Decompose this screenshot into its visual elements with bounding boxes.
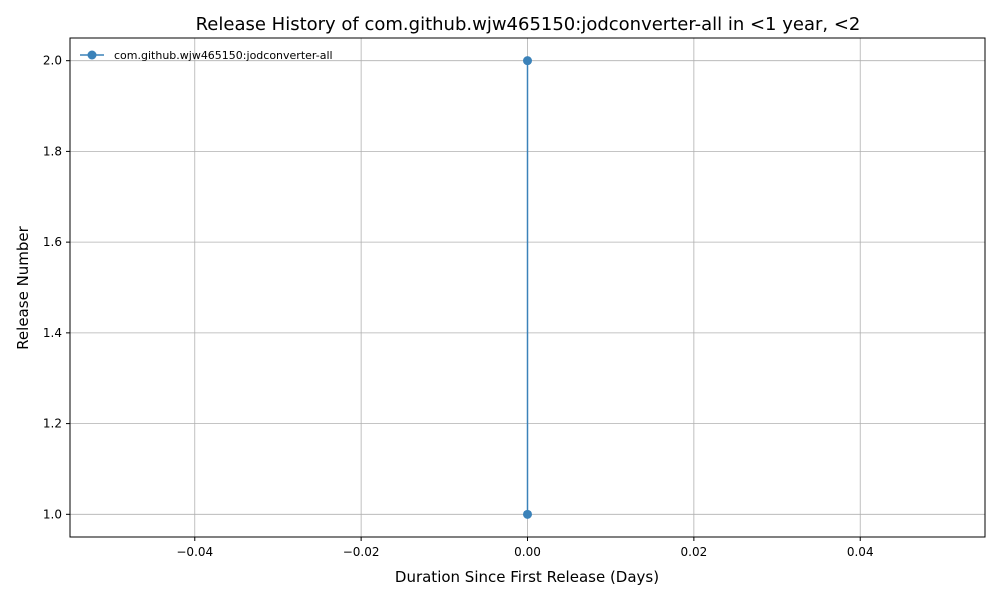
plot-area-frame xyxy=(69,37,986,538)
x-tick-label: −0.02 xyxy=(343,545,380,559)
y-tick-label: 2.0 xyxy=(43,54,62,68)
x-axis-label: Duration Since First Release (Days) xyxy=(395,568,659,586)
x-tick-label: −0.04 xyxy=(176,545,213,559)
chart-title: Release History of com.github.wjw465150:… xyxy=(196,14,861,35)
y-tick-label: 1.4 xyxy=(43,326,62,340)
legend-entry-label: com.github.wjw465150:jodconverter-all xyxy=(114,49,333,62)
data-point xyxy=(523,56,532,66)
y-tick-label: 1.8 xyxy=(43,144,62,158)
y-tick-label: 1.6 xyxy=(43,235,62,249)
series-layer xyxy=(523,56,532,519)
x-tick-label: 0.04 xyxy=(847,545,874,559)
axis-ticks: −0.04 −0.02 0.00 0.02 0.04 1.0 1.2 1.4 1.6 1.8 2.0 xyxy=(43,54,874,559)
y-axis-label: Release Number xyxy=(14,225,32,349)
data-point xyxy=(523,509,532,519)
x-tick-label: 0.00 xyxy=(514,545,541,559)
y-tick-label: 1.0 xyxy=(43,507,62,521)
y-tick-label: 1.2 xyxy=(43,417,62,431)
x-tick-label: 0.02 xyxy=(681,545,708,559)
legend: com.github.wjw465150:jodconverter-all xyxy=(80,49,333,62)
legend-swatch-marker xyxy=(87,50,97,60)
